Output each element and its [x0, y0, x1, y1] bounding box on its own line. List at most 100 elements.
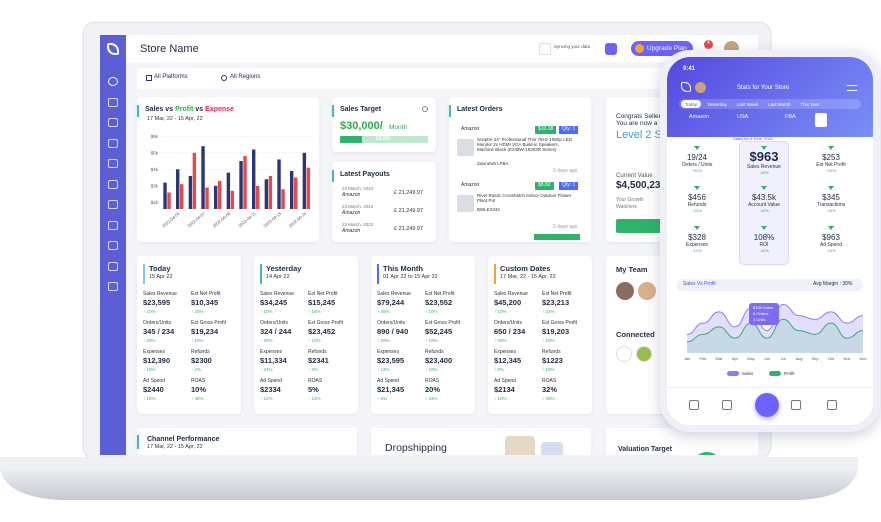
metric-change: ↑ 10% — [425, 367, 438, 372]
card-title: Latest Payouts — [340, 171, 390, 178]
period-card: This Month 01 Apr 22 to 15 Apr 22 Sales Re… — [371, 256, 475, 414]
growth-label: Your Growth — [616, 197, 644, 203]
order-platform: Amazon — [461, 182, 480, 188]
product-image — [457, 139, 474, 156]
tab[interactable]: This Year — [800, 101, 820, 107]
menu-icon[interactable] — [847, 85, 857, 91]
stat-value: $456 — [688, 193, 706, 202]
trend-arrow — [694, 146, 700, 150]
sidebar-icon[interactable] — [108, 261, 118, 271]
tab[interactable]: Today — [681, 100, 702, 108]
avg-margin: Avg Margin : 30% — [813, 281, 853, 287]
metric-label: Est Gross Profit — [425, 320, 461, 326]
phone-header — [667, 57, 873, 137]
metric-label: Sales Revenue — [377, 291, 411, 297]
metric-change: ↑ 10% — [494, 309, 507, 314]
metric-label: Expenses — [143, 349, 165, 355]
status-time: 9:41 — [683, 66, 696, 72]
card-title: Connected — [616, 330, 655, 339]
sidebar-icon[interactable] — [108, 179, 118, 189]
nav-icon[interactable] — [689, 400, 699, 410]
tab[interactable]: Last Week — [736, 101, 759, 107]
metric-value: 5% — [308, 385, 319, 394]
x-tick-label: Nov — [843, 356, 850, 361]
accent — [449, 105, 451, 117]
region-icon — [221, 75, 227, 81]
sidebar-icon[interactable] — [108, 241, 118, 250]
bar — [294, 177, 298, 209]
payout-amount: £ 21,249.97 — [394, 190, 424, 196]
metric-value: $2134 — [494, 385, 515, 394]
nav-icon[interactable] — [722, 400, 732, 410]
metric-label: Refunds — [191, 349, 210, 355]
phone-chart: Jan Feb Mar Apr May Jun Jul Aug Sep Oct Nov Dec — [684, 303, 867, 361]
metric-label: Sales Revenue — [494, 291, 528, 297]
stat-value: 108% — [753, 233, 775, 242]
stat-label: Expenses — [686, 242, 708, 248]
sidebar — [100, 35, 126, 455]
card-title: Channel Performance — [147, 436, 220, 443]
nav-icon[interactable] — [827, 400, 837, 410]
metric-label: ROAS — [191, 378, 206, 384]
chart-title: Sales vs Profit vs Expense — [145, 106, 234, 113]
x-tick-label: Apr — [732, 356, 739, 361]
stat-label: Account Value — [748, 202, 780, 208]
metric-label: Refunds — [542, 349, 561, 355]
stat-label: ROI — [759, 242, 769, 248]
payouts-card: Latest Payouts 23 March, 2022 Amazon £ 21,2… — [332, 162, 436, 242]
x-tick-label: Aug — [795, 356, 802, 361]
metric-label: Sales Revenue — [143, 291, 177, 297]
sidebar-icon[interactable] — [108, 77, 118, 86]
sidebar-icon[interactable] — [108, 118, 118, 127]
region-filter[interactable]: All Regions — [230, 74, 261, 80]
selector[interactable]: USA — [737, 114, 749, 120]
metric-value: $34,245 — [260, 298, 288, 307]
selector[interactable]: FBA — [785, 114, 796, 120]
bar — [252, 149, 256, 209]
selector[interactable]: Amazon — [689, 114, 710, 120]
sidebar-icon[interactable] — [108, 200, 118, 209]
metric-value: $23,595 — [377, 356, 405, 365]
settings-icon[interactable] — [422, 106, 428, 112]
stat-value: $328 — [688, 233, 706, 242]
nav-home[interactable] — [755, 393, 779, 417]
current-value: $4,500,23 — [616, 180, 661, 191]
accent — [143, 264, 145, 284]
metric-label: Ad Spend — [143, 378, 165, 384]
stat-value: $43.5k — [751, 193, 777, 202]
notification-count: 4 — [707, 40, 710, 46]
accent — [377, 264, 379, 284]
metric-change: ↑ 10% — [308, 338, 321, 343]
tooltip-line: 3 Units — [753, 317, 766, 322]
x-tick-label: Jan — [684, 356, 690, 361]
sidebar-icon[interactable] — [108, 97, 118, 107]
nav-icon[interactable] — [791, 400, 801, 410]
sidebar-icon[interactable] — [108, 220, 118, 230]
stat-label: Est Net Profit — [816, 162, 846, 168]
metric-value: $19,203 — [542, 327, 570, 336]
bar — [188, 175, 193, 209]
platform-filter[interactable]: All Platforms — [154, 74, 188, 80]
x-tick-label: 2022-04-13 — [262, 211, 282, 229]
metric-label: ROAS — [542, 378, 557, 384]
sync-icon — [605, 43, 617, 55]
metric-value: $23,400 — [425, 356, 453, 365]
tab[interactable]: Last Month — [768, 101, 791, 107]
metric-label: Sales Revenue — [260, 291, 294, 297]
order-time: 2 days ago — [553, 168, 578, 174]
x-tick-label: Mar — [716, 356, 724, 361]
card-date: 17 Mar, 22 - 15 Apr, 22 — [147, 444, 203, 450]
sidebar-icon[interactable] — [108, 282, 118, 291]
laptop-base — [0, 469, 858, 500]
metric-change: ↑ 10% — [494, 396, 507, 401]
bar — [268, 175, 273, 209]
upgrade-text[interactable]: Upgrade Plan — [647, 45, 687, 52]
metric-value: 324 / 244 — [260, 327, 292, 336]
sidebar-icon[interactable] — [108, 159, 118, 168]
stat-change: -34% — [826, 208, 836, 213]
x-tick-label: Jun — [764, 356, 770, 361]
metric-change: ↑ 10% — [425, 309, 438, 314]
tab[interactable]: Yesterday — [707, 101, 727, 107]
metric-value: $11,334 — [260, 356, 287, 365]
sidebar-icon[interactable] — [108, 138, 118, 148]
